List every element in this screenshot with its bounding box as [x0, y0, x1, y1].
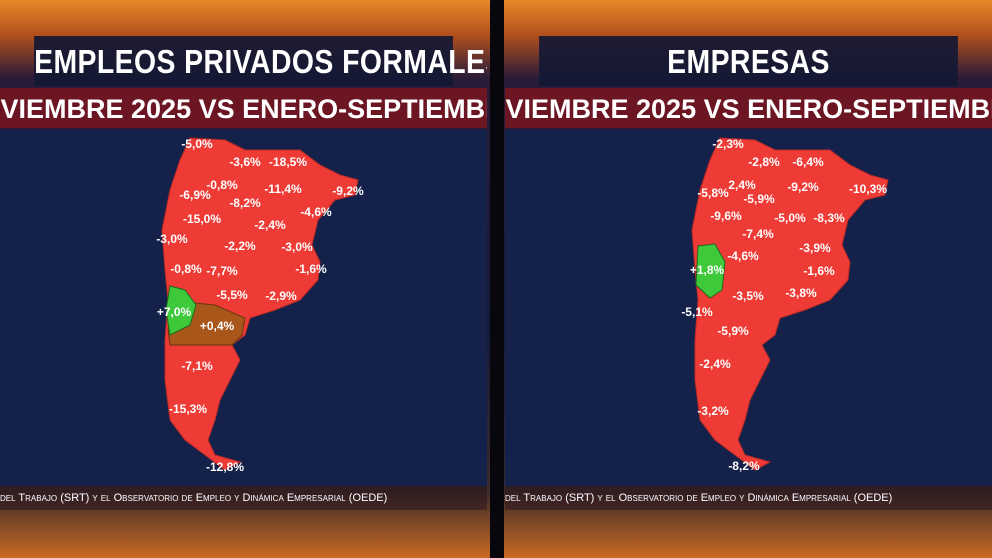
region-label: -0,8%: [206, 178, 238, 192]
region-label: -2,8%: [748, 155, 780, 169]
divider: [490, 0, 504, 558]
region-label: -5,8%: [697, 186, 729, 200]
region-label: -7,7%: [206, 264, 238, 278]
map: -5,0%-3,6% -18,5%-6,9%-0,8% -11,4% -9,2%-8,…: [156, 137, 364, 474]
region-label: -12,8%: [206, 460, 244, 474]
region-label: -3,8%: [785, 286, 817, 300]
region-label: -3,9%: [799, 241, 831, 255]
region-label: -8,2%: [728, 459, 760, 473]
region-label: -7,1%: [181, 359, 213, 373]
region-label: -8,3%: [813, 211, 845, 225]
panel-subtitle: NOVIEMBRE 2025 VS ENERO-SEPTIEMBRE 2023: [505, 88, 992, 128]
region-label: -15,0%: [183, 212, 221, 226]
map: -2,3% -2,8% -6,4% -5,8%2,4% -9,2% -10,3% -5,9%…: [681, 137, 889, 473]
region-label: -5,0%: [774, 211, 806, 225]
region-label: -8,2%: [229, 196, 261, 210]
panel: EMPRESAS NOVIEMBRE 2025 VS ENERO-SEPTIEM…: [505, 0, 992, 558]
panel-title: EMPRESAS: [539, 36, 958, 86]
map-area: -5,0% -3,6% -18,5% -6,9% -0,8% -11,4% -9,2% -8,…: [0, 130, 487, 486]
region-label: -5,0%: [181, 137, 213, 151]
region-label: -4,6%: [727, 249, 759, 263]
region-green: [165, 285, 197, 336]
region-label: +1,8%: [690, 263, 725, 277]
region-label: -10,3%: [849, 182, 887, 196]
panel-title: EMPLEOS PRIVADOS FORMALES: [34, 36, 487, 86]
country-group: [691, 137, 889, 471]
region-label: -0,8%: [170, 262, 202, 276]
region-label: -2,3%: [712, 137, 744, 151]
source-text: del Trabajo (SRT) y el Observatorio de E…: [505, 486, 992, 510]
region-label: 2,4%: [728, 178, 756, 192]
region-label: -3,5%: [732, 289, 764, 303]
region-label: -9,2%: [332, 184, 364, 198]
region-label: -7,4%: [742, 227, 774, 241]
panel: EMPLEOS PRIVADOS FORMALES NOVIEMBRE 2025…: [0, 0, 487, 558]
region-label: -1,6%: [295, 262, 327, 276]
region-label: -5,1%: [681, 305, 713, 319]
region-label: -2,4%: [699, 357, 731, 371]
region-label: -5,9%: [717, 324, 749, 338]
region-green: [695, 243, 726, 299]
region-label: -3,6%: [229, 155, 261, 169]
region-label: -6,9%: [179, 188, 211, 202]
region-label: -18,5%: [269, 155, 307, 169]
country-shape: [691, 137, 889, 471]
region-label: -5,9%: [743, 192, 775, 206]
region-label: -15,3%: [169, 402, 207, 416]
region-label: -1,6%: [803, 264, 835, 278]
region-label: -2,2%: [224, 239, 256, 253]
region-label: -2,9%: [265, 289, 297, 303]
region-label: -6,4%: [792, 155, 824, 169]
map-area: -2,3% -2,8% -6,4% -5,8% 2,4% -9,2% -10,3% -5,9%…: [505, 130, 992, 486]
country-shape: [161, 137, 359, 471]
region-label: -4,6%: [300, 205, 332, 219]
region-label: -3,0%: [156, 232, 188, 246]
region-label: -11,4%: [264, 182, 302, 196]
labels: -5,0%-3,6% -18,5%-6,9%-0,8% -11,4% -9,2%-8,…: [156, 137, 364, 474]
labels: -2,3% -2,8% -6,4% -5,8%2,4% -9,2% -10,3% -5,9%…: [681, 137, 887, 473]
region-label: -9,6%: [710, 209, 742, 223]
region-label: -3,0%: [281, 240, 313, 254]
region-label: -5,5%: [216, 288, 248, 302]
source-text: del Trabajo (SRT) y el Observatorio de E…: [0, 486, 487, 510]
region-label: +0,4%: [200, 319, 235, 333]
region-label: +7,0%: [157, 305, 192, 319]
region-label: -3,2%: [697, 404, 729, 418]
panel-subtitle: NOVIEMBRE 2025 VS ENERO-SEPTIEMBRE 2023: [0, 88, 487, 128]
region-label: -2,4%: [254, 218, 286, 232]
region-label: -9,2%: [787, 180, 819, 194]
